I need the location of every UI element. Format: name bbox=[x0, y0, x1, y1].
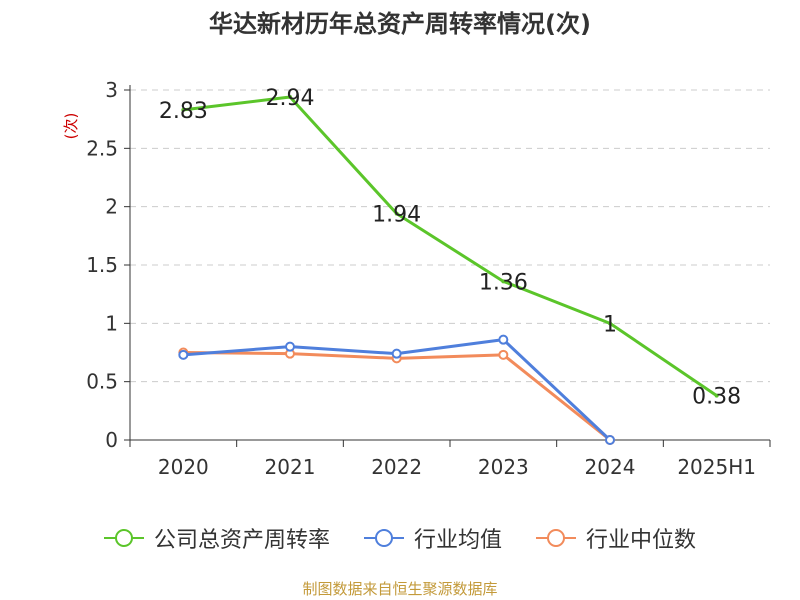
source-note: 制图数据来自恒生聚源数据库 bbox=[302, 580, 498, 598]
data-point bbox=[285, 341, 295, 352]
legend-item-industry-mean[interactable]: 行业均值 bbox=[363, 522, 502, 554]
legend-item-company[interactable]: 公司总资产周转率 bbox=[103, 522, 330, 554]
data-label: 2.83 bbox=[159, 99, 208, 124]
y-tick-label: 0.5 bbox=[86, 370, 118, 394]
legend-marker-icon bbox=[363, 529, 404, 547]
data-point bbox=[498, 334, 509, 345]
x-tick-label: 2020 bbox=[158, 455, 209, 479]
data-point bbox=[288, 95, 292, 99]
data-label: 1 bbox=[603, 312, 617, 337]
legend-marker-icon bbox=[103, 529, 144, 547]
data-point bbox=[394, 211, 399, 216]
y-tick-label: 1.5 bbox=[86, 253, 118, 277]
chart-title: 华达新材历年总资产周转率情况(次) bbox=[209, 10, 591, 38]
y-tick-label: 0 bbox=[105, 428, 118, 452]
x-tick-label: 2024 bbox=[585, 455, 636, 479]
data-point bbox=[391, 348, 402, 359]
legend-label: 行业中位数 bbox=[586, 528, 697, 553]
data-point bbox=[608, 321, 612, 326]
y-axis-label: (次) bbox=[62, 113, 80, 140]
gridlines bbox=[130, 89, 770, 383]
series-line bbox=[183, 95, 718, 397]
data-point bbox=[501, 279, 506, 284]
y-tick-label: 2.5 bbox=[86, 136, 118, 160]
axes: 0 0.5 1 1.5 2 2.5 3 2020 2021 2022 2023 2024 2025H1 (… bbox=[62, 78, 771, 479]
data-point bbox=[605, 435, 615, 445]
data-point bbox=[714, 393, 719, 398]
data-label: 1.36 bbox=[479, 270, 528, 295]
x-tick-label: 2023 bbox=[478, 455, 529, 479]
legend-marker-icon bbox=[536, 529, 576, 547]
series-lines bbox=[178, 95, 719, 445]
y-tick-label: 2 bbox=[105, 195, 118, 219]
data-label: 2.94 bbox=[266, 86, 315, 111]
data-label: 1.94 bbox=[372, 203, 421, 228]
data-point bbox=[178, 349, 189, 360]
legend-item-industry-median[interactable]: 行业中位数 bbox=[536, 522, 696, 554]
x-tick-label: 2025H1 bbox=[677, 455, 756, 479]
x-tick-label: 2021 bbox=[265, 455, 316, 479]
legend-label: 行业均值 bbox=[413, 528, 502, 553]
legend-label: 公司总资产周转率 bbox=[153, 528, 330, 553]
x-tick-label: 2022 bbox=[371, 455, 422, 479]
y-tick-label: 1 bbox=[105, 311, 118, 335]
series-line bbox=[183, 351, 611, 442]
y-tick-label: 3 bbox=[105, 78, 118, 102]
data-point bbox=[498, 349, 509, 360]
data-point bbox=[181, 107, 186, 112]
data-label: 0.38 bbox=[692, 385, 741, 410]
data-labels: 2.83 2.94 1.94 1.36 1 0.38 bbox=[159, 86, 741, 410]
legend: 公司总资产周转率 行业均值 行业中位数 bbox=[0, 518, 800, 558]
